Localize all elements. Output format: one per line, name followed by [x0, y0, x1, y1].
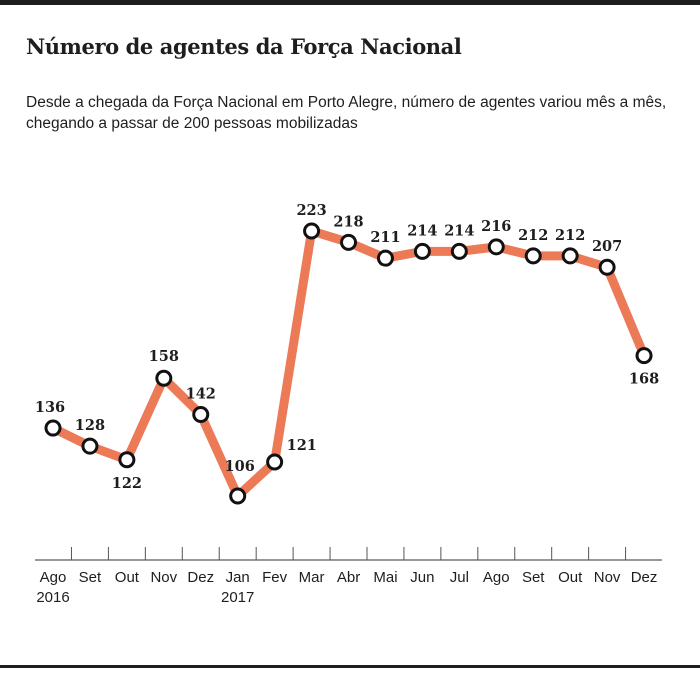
x-tick-label: Nov	[150, 569, 177, 586]
chart-title: Número de agentes da Força Nacional	[26, 34, 462, 59]
data-point	[266, 453, 284, 471]
data-label: 121	[287, 437, 317, 454]
x-tick-label: Fev	[262, 569, 288, 586]
x-tick-label: Jan	[226, 569, 250, 586]
x-tick-label: Out	[115, 569, 140, 586]
data-point	[192, 405, 210, 423]
marker-layer	[44, 222, 653, 505]
x-axis: Ago Set Out Nov Dez Jan Fev Mar Abr Mai Jun Jul Ago S…	[35, 547, 662, 606]
x-year-label: 2017	[221, 589, 254, 606]
x-tick-label: Mai	[373, 569, 397, 586]
data-label: 207	[592, 238, 622, 255]
data-label-layer: 136 128 122 158 142 106 121 223 218 211 214 214 216 2…	[35, 202, 659, 492]
x-tick-label: Abr	[337, 569, 360, 586]
x-tick-label: Ago	[483, 569, 510, 586]
data-point	[81, 437, 99, 455]
data-point	[376, 249, 394, 267]
series-line-layer	[48, 226, 649, 501]
x-tick-label: Out	[558, 569, 583, 586]
data-point	[524, 247, 542, 265]
bottom-rule	[0, 665, 700, 668]
series-line	[48, 226, 649, 501]
data-label: 212	[518, 227, 548, 244]
data-label: 168	[629, 371, 659, 388]
x-tick-label: Set	[522, 569, 545, 586]
data-label: 106	[225, 458, 255, 475]
data-point	[413, 242, 431, 260]
x-tick-label: Nov	[594, 569, 621, 586]
data-label: 211	[370, 229, 400, 246]
data-label: 122	[112, 475, 142, 492]
x-tick-label: Set	[79, 569, 102, 586]
data-point	[44, 419, 62, 437]
data-point	[561, 247, 579, 265]
x-tick-label: Dez	[631, 569, 658, 586]
x-year-label: 2016	[36, 589, 69, 606]
data-point	[487, 238, 505, 256]
x-tick-label: Jul	[450, 569, 469, 586]
data-point	[598, 258, 616, 276]
top-rule	[0, 0, 700, 5]
data-label: 216	[481, 218, 511, 235]
data-point	[340, 233, 358, 251]
data-label: 136	[35, 399, 65, 416]
x-tick-label: Mar	[299, 569, 325, 586]
data-label: 214	[444, 222, 474, 239]
data-label: 128	[75, 417, 105, 434]
x-tick-label: Ago	[40, 569, 67, 586]
x-tick-label: Dez	[187, 569, 214, 586]
data-label: 218	[333, 213, 363, 230]
data-label: 142	[186, 385, 216, 402]
x-tick-label: Jun	[410, 569, 434, 586]
data-point	[229, 487, 247, 505]
chart-subtitle: Desde a chegada da Força Nacional em Por…	[26, 94, 667, 132]
data-point	[450, 242, 468, 260]
data-point	[303, 222, 321, 240]
data-point	[635, 347, 653, 365]
data-label: 214	[407, 222, 437, 239]
data-point	[155, 369, 173, 387]
data-label: 158	[149, 348, 179, 365]
data-point	[118, 451, 136, 469]
data-label: 223	[296, 202, 326, 219]
data-label: 212	[555, 227, 585, 244]
